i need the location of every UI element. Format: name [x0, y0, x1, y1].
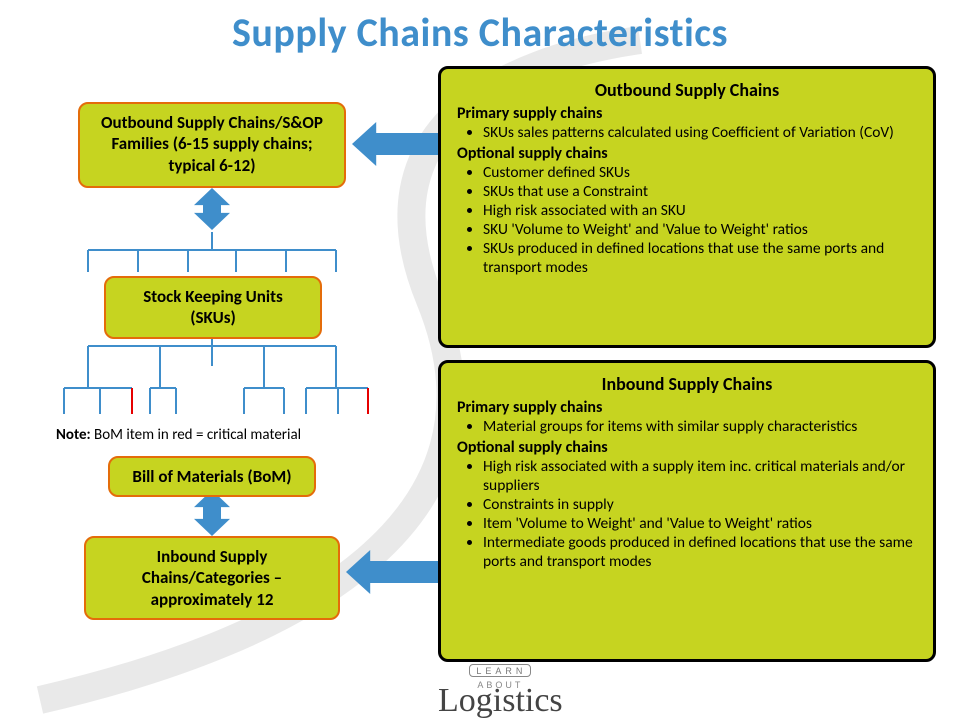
note-label: Note: — [56, 426, 91, 444]
logo-learn: LEARN — [469, 664, 531, 677]
section-heading: Primary supply chains — [457, 104, 917, 124]
section-heading: Optional supply chains — [457, 438, 917, 458]
section-list-item: Item 'Volume to Weight' and 'Value to We… — [483, 515, 917, 534]
section-list-item: SKUs that use a Constraint — [483, 183, 917, 202]
section-list-item: SKUs sales patterns calculated using Coe… — [483, 124, 917, 143]
arrow-left-icon — [346, 550, 440, 594]
section-list-item: SKU 'Volume to Weight' and 'Value to Wei… — [483, 221, 917, 240]
section-list-item: Constraints in supply — [483, 496, 917, 515]
right-box-outbound: Outbound Supply Chains Primary supply ch… — [438, 66, 936, 348]
left-box-bom: Bill of Materials (BoM) — [108, 456, 316, 497]
section-list-item: High risk associated with an SKU — [483, 202, 917, 221]
section-list-item: Customer defined SKUs — [483, 164, 917, 183]
right-box-outbound-title: Outbound Supply Chains — [457, 79, 917, 102]
right-box-inbound: Inbound Supply Chains Primary supply cha… — [438, 360, 936, 662]
note-text: BoM item in red = critical material — [91, 426, 301, 444]
section-list: High risk associated with a supply item … — [483, 458, 917, 571]
left-box-skus: Stock Keeping Units (SKUs) — [104, 276, 322, 339]
right-box-inbound-title: Inbound Supply Chains — [457, 373, 917, 396]
section-list-item: High risk associated with a supply item … — [483, 458, 917, 496]
section-list-item: SKUs produced in defined locations that … — [483, 240, 917, 278]
section-list-item: Intermediate goods produced in defined l… — [483, 534, 917, 572]
left-box-outbound: Outbound Supply Chains/S&OP Families (6-… — [78, 102, 346, 188]
section-heading: Primary supply chains — [457, 398, 917, 418]
left-box-inbound: Inbound Supply Chains/Categories – appro… — [84, 536, 340, 620]
section-list-item: Material groups for items with similar s… — [483, 418, 917, 437]
logo-word: Logistics — [438, 686, 563, 717]
arrow-left-icon — [352, 122, 440, 166]
section-list: Customer defined SKUsSKUs that use a Con… — [483, 164, 917, 277]
arrow-bidir-icon — [194, 188, 230, 230]
section-heading: Optional supply chains — [457, 144, 917, 164]
section-list: Material groups for items with similar s… — [483, 418, 917, 437]
learn-about-logistics-logo: LEARN ABOUT Logistics — [438, 664, 563, 717]
section-list: SKUs sales patterns calculated using Coe… — [483, 124, 917, 143]
note-critical-material: Note: BoM item in red = critical materia… — [56, 426, 301, 444]
